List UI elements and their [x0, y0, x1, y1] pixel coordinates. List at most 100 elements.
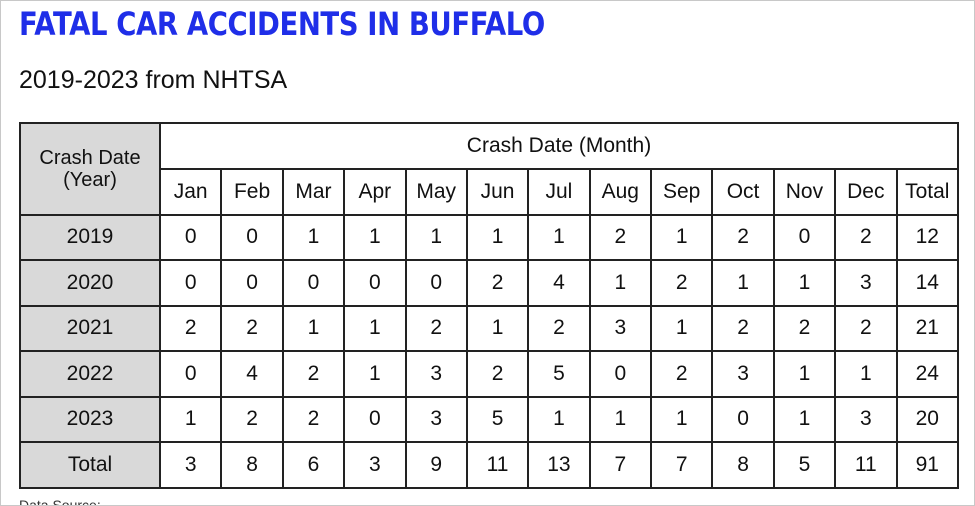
- table-cell: 1: [772, 395, 837, 443]
- table-cell: 7: [588, 441, 653, 489]
- table-cell: 12: [895, 213, 959, 261]
- table-cell: 7: [649, 441, 714, 489]
- table-column-header-row: Jan Feb Mar Apr May Jun Jul Aug Sep Oct Nov Dec Tota…: [20, 168, 959, 216]
- table-column-header: Total: [895, 168, 959, 216]
- table-row: Total 3 8 6 3 9 11 13 7 7 8 5 11 91: [19, 441, 959, 489]
- table-cell: 1: [527, 395, 591, 443]
- table-row: 2022 0 4 2 1 3 2 5 0 2 3 1 1 24: [19, 350, 959, 398]
- table-cell: 0: [711, 395, 775, 443]
- table-cell: 0: [343, 395, 407, 443]
- table-column-header: Jun: [465, 168, 530, 216]
- table-cell: 1: [588, 395, 653, 443]
- table-column-header: Dec: [834, 168, 898, 216]
- table-cell: 2: [465, 350, 530, 398]
- page-subtitle: 2019-2023 from NHTSA: [19, 66, 288, 94]
- table-row-header: 2019: [19, 213, 161, 261]
- table-cell: 3: [158, 441, 223, 489]
- table-cell: 3: [711, 350, 775, 398]
- table-cell: 2: [588, 213, 653, 261]
- table-cell: 2: [281, 350, 346, 398]
- table-cell: 4: [527, 259, 591, 307]
- table-cell: 2: [772, 304, 837, 352]
- table-cell: 1: [711, 259, 775, 307]
- table-cell: 21: [895, 304, 959, 352]
- table-cell: 24: [895, 350, 959, 398]
- table-cell: 1: [465, 213, 530, 261]
- table-cell: 1: [834, 350, 898, 398]
- table-cell: 6: [281, 441, 346, 489]
- table-row-header: Total: [19, 441, 161, 489]
- table-row-header: 2022: [19, 350, 161, 398]
- table-cell: 3: [834, 259, 898, 307]
- table-cell: 20: [895, 395, 959, 443]
- table-cell: 0: [158, 350, 223, 398]
- table-group-header: Crash Date (Month): [159, 122, 959, 170]
- table-cell: 0: [158, 213, 223, 261]
- table-cell: 2: [834, 213, 898, 261]
- table-cell: 3: [404, 395, 468, 443]
- page-title: FATAL CAR ACCIDENTS IN BUFFALO: [19, 5, 545, 43]
- table-column-header: Feb: [220, 168, 284, 216]
- table-cell: 1: [649, 395, 714, 443]
- table-cell: 0: [220, 259, 284, 307]
- table-column-header: May: [404, 168, 468, 216]
- table-cell: 2: [711, 213, 775, 261]
- table-cell: 2: [465, 259, 530, 307]
- table-cell: 8: [220, 441, 284, 489]
- table-cell: 8: [711, 441, 775, 489]
- table-cell: 1: [343, 304, 407, 352]
- table-row-header: 2020: [19, 259, 161, 307]
- table-cell: 2: [649, 259, 714, 307]
- table-row: 2020 0 0 0 0 0 2 4 1 2 1 1 3 14: [19, 259, 959, 307]
- table-cell: 1: [588, 259, 653, 307]
- table-cell: 3: [834, 395, 898, 443]
- table-cell: 1: [343, 213, 407, 261]
- table-column-header: Mar: [281, 168, 346, 216]
- table-group-header-row: Crash Date (Year) Crash Date (Month): [19, 122, 959, 216]
- table-cell: 0: [404, 259, 468, 307]
- table-cell: 11: [465, 441, 530, 489]
- table-row: 2019 0 0 1 1 1 1 1 2 1 2 0 2 12: [19, 213, 959, 261]
- table-cell: 2: [649, 350, 714, 398]
- table-row: 2023 1 2 2 0 3 5 1 1 1 0 1 3 20: [19, 395, 959, 443]
- table-column-header: Oct: [711, 168, 775, 216]
- table-cell: 5: [527, 350, 591, 398]
- table-cell: 2: [834, 304, 898, 352]
- table-row-header: 2023: [19, 395, 161, 443]
- table-cell: 1: [465, 304, 530, 352]
- table-cell: 9: [404, 441, 468, 489]
- table-cell: 1: [404, 213, 468, 261]
- table-column-header: Nov: [772, 168, 837, 216]
- table-cell: 91: [895, 441, 959, 489]
- table-cell: 3: [588, 304, 653, 352]
- table-cell: 3: [343, 441, 407, 489]
- table-cell: 2: [527, 304, 591, 352]
- table-cell: 2: [220, 304, 284, 352]
- table-column-header: Jan: [158, 168, 223, 216]
- table-column-header: Jul: [527, 168, 591, 216]
- table-cell: 0: [343, 259, 407, 307]
- table-cell: 1: [527, 213, 591, 261]
- accidents-table: Crash Date (Year) Crash Date (Month) Jan…: [19, 122, 959, 489]
- table-cell: 0: [220, 213, 284, 261]
- table-cell: 2: [158, 304, 223, 352]
- table-cell: 1: [281, 304, 346, 352]
- table-cell: 5: [465, 395, 530, 443]
- table-cell: 14: [895, 259, 959, 307]
- table-cell: 1: [772, 350, 837, 398]
- table-cell: 0: [281, 259, 346, 307]
- table-cell: 1: [281, 213, 346, 261]
- table-cell: 2: [220, 395, 284, 443]
- table-cell: 11: [834, 441, 898, 489]
- table-cell: 1: [343, 350, 407, 398]
- table-corner-header: Crash Date (Year): [19, 122, 161, 216]
- table-cell: 2: [711, 304, 775, 352]
- table-cell: 3: [404, 350, 468, 398]
- table-cell: 0: [158, 259, 223, 307]
- table-cell: 5: [772, 441, 837, 489]
- table-row-header: 2021: [19, 304, 161, 352]
- table-body: 2019 0 0 1 1 1 1 1 2 1 2 0 2 12 2020 0 0 0 0 0 2 4 1 2 1 1 3 14 2021…: [19, 213, 959, 489]
- table-cell: 1: [772, 259, 837, 307]
- table-cell: 0: [588, 350, 653, 398]
